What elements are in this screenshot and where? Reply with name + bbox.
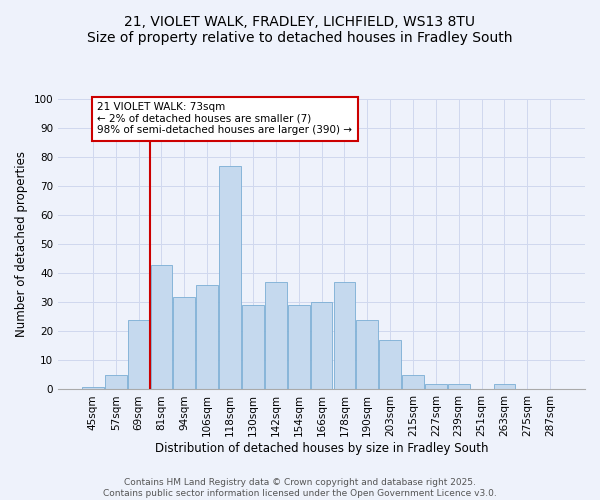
Bar xyxy=(173,296,195,390)
Text: 21, VIOLET WALK, FRADLEY, LICHFIELD, WS13 8TU
Size of property relative to detac: 21, VIOLET WALK, FRADLEY, LICHFIELD, WS1… xyxy=(87,15,513,45)
X-axis label: Distribution of detached houses by size in Fradley South: Distribution of detached houses by size … xyxy=(155,442,488,455)
Bar xyxy=(494,384,515,390)
Bar xyxy=(105,375,127,390)
Y-axis label: Number of detached properties: Number of detached properties xyxy=(15,152,28,338)
Bar xyxy=(311,302,332,390)
Text: Contains HM Land Registry data © Crown copyright and database right 2025.
Contai: Contains HM Land Registry data © Crown c… xyxy=(103,478,497,498)
Bar xyxy=(356,320,378,390)
Bar xyxy=(334,282,355,390)
Bar xyxy=(128,320,149,390)
Bar xyxy=(196,285,218,390)
Bar xyxy=(151,264,172,390)
Bar xyxy=(379,340,401,390)
Bar xyxy=(265,282,287,390)
Text: 21 VIOLET WALK: 73sqm
← 2% of detached houses are smaller (7)
98% of semi-detach: 21 VIOLET WALK: 73sqm ← 2% of detached h… xyxy=(97,102,352,136)
Bar xyxy=(425,384,447,390)
Bar xyxy=(82,386,104,390)
Bar xyxy=(402,375,424,390)
Bar xyxy=(288,306,310,390)
Bar xyxy=(448,384,470,390)
Bar xyxy=(242,306,264,390)
Bar xyxy=(219,166,241,390)
